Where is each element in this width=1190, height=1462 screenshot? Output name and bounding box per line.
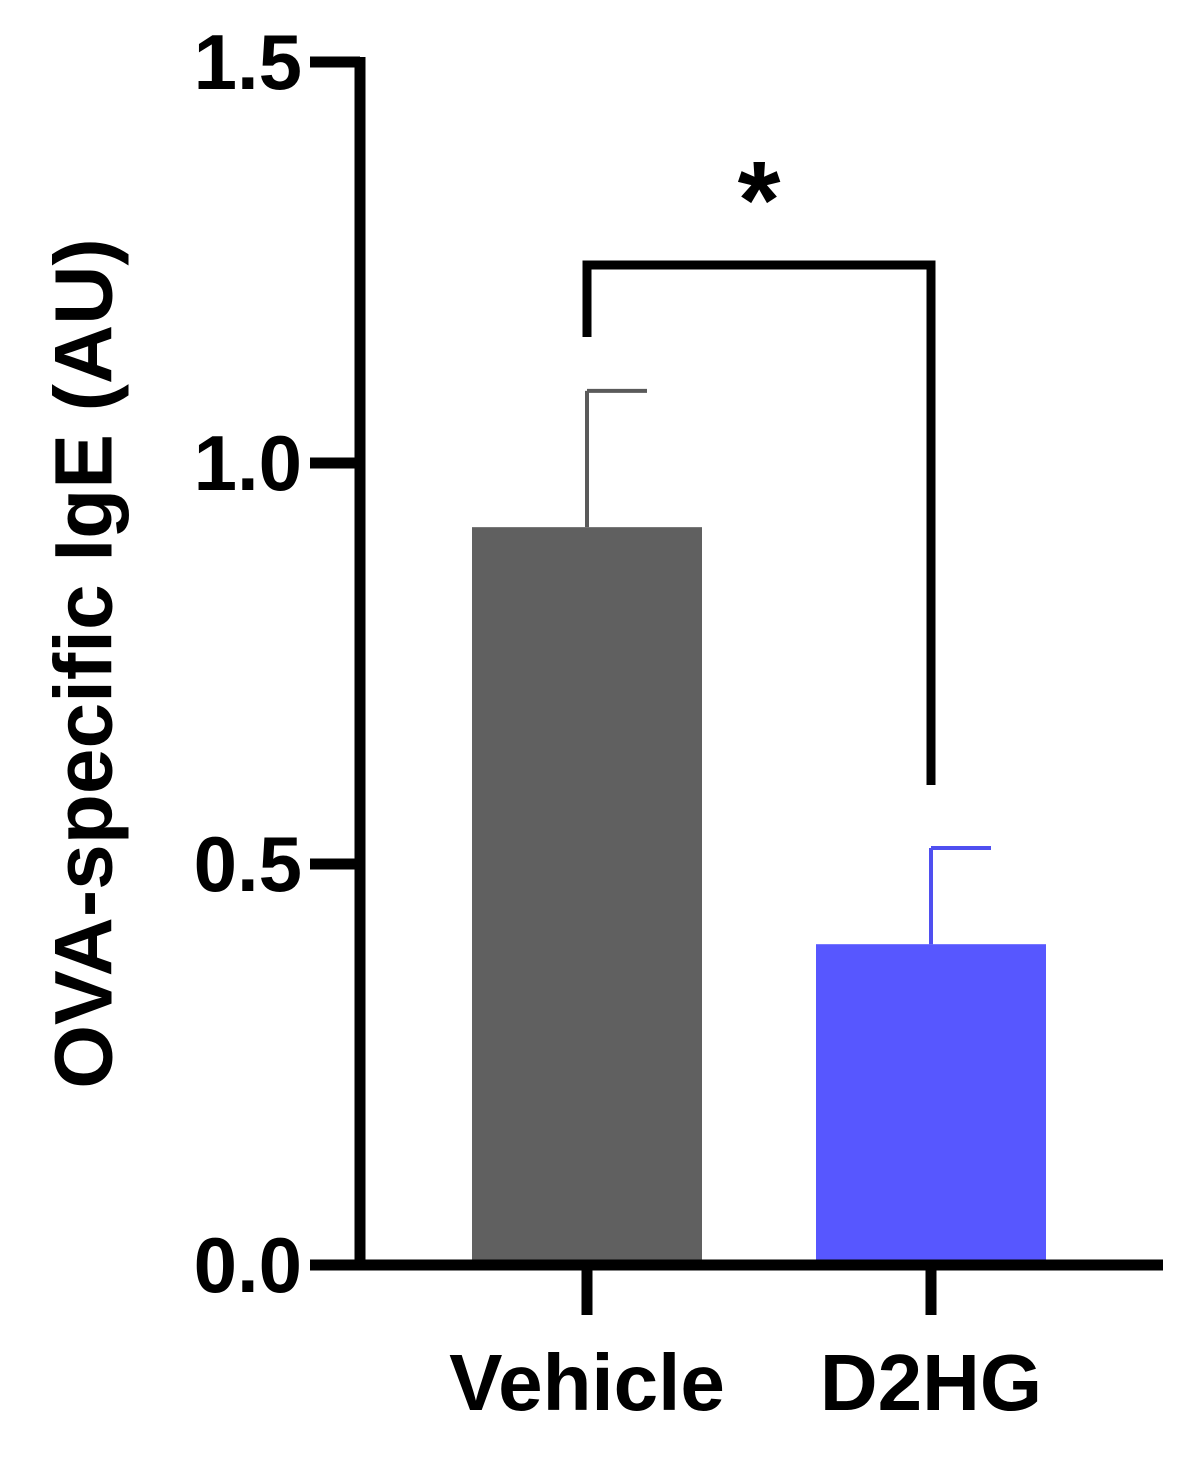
y-axis-title: OVA-specific IgE (AU) bbox=[39, 238, 130, 1088]
bars bbox=[472, 527, 1046, 1265]
x-axis-categories: Vehicle D2HG bbox=[449, 1265, 1042, 1427]
error-bars bbox=[585, 388, 991, 945]
y-tick-label: 1.0 bbox=[194, 419, 302, 507]
bar-d2hg bbox=[816, 944, 1046, 1265]
y-axis-title-group: OVA-specific IgE (AU) bbox=[39, 238, 130, 1088]
x-category-label: D2HG bbox=[820, 1338, 1042, 1427]
significance-asterisk: * bbox=[738, 139, 781, 262]
significance-bracket bbox=[582, 260, 936, 785]
y-tick-label: 0.5 bbox=[194, 820, 302, 908]
y-tick-label: 0.0 bbox=[194, 1221, 302, 1309]
bar-vehicle bbox=[472, 527, 702, 1265]
axes bbox=[354, 57, 1163, 1271]
significance-annotation: * bbox=[582, 139, 936, 785]
error-bar-d2hg bbox=[929, 845, 991, 945]
error-bar-vehicle bbox=[585, 388, 647, 528]
y-axis-ticks: 0.0 0.5 1.0 1.5 bbox=[194, 18, 360, 1309]
y-tick-label: 1.5 bbox=[194, 18, 302, 106]
x-category-label: Vehicle bbox=[449, 1338, 725, 1427]
